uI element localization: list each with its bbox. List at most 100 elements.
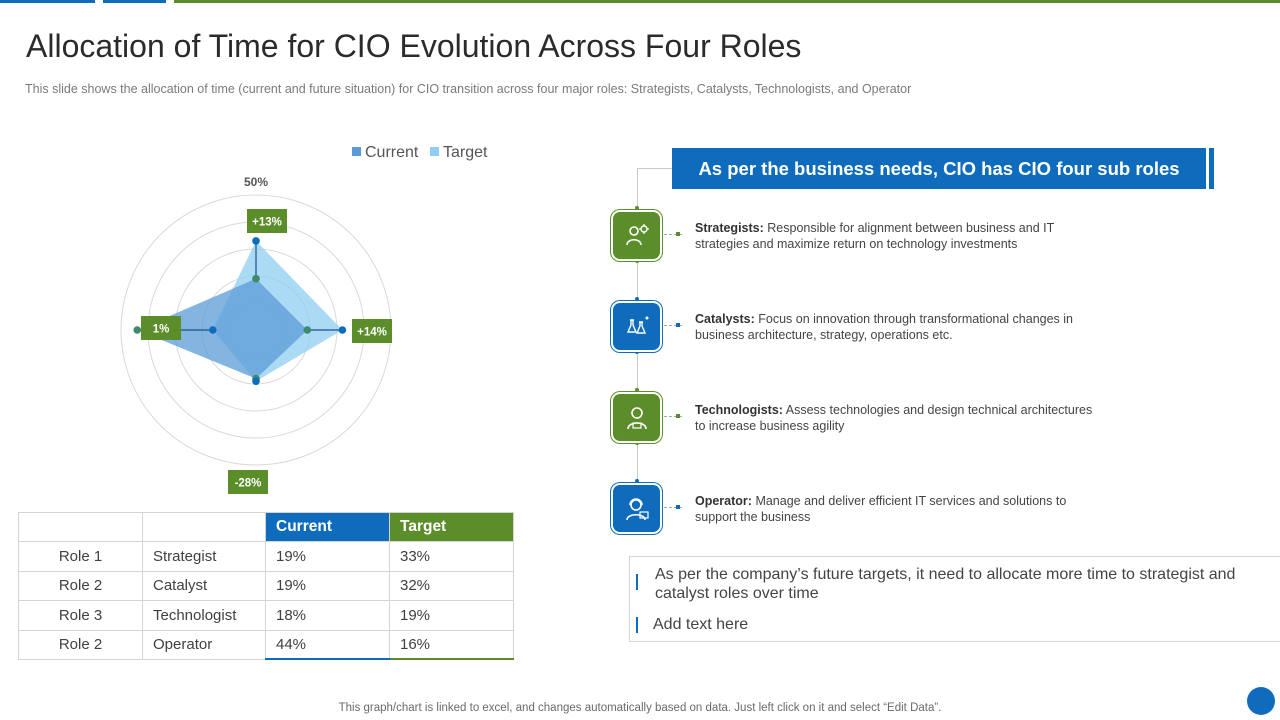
role-technologists: Technologists: Assess technologies and d… (695, 402, 1105, 434)
change-label-3: -28% (228, 470, 268, 494)
strategist-icon (613, 212, 660, 259)
footer-note: This graph/chart is linked to excel, and… (338, 702, 942, 714)
legend-swatch (430, 147, 439, 156)
table-cell-current: 19% (265, 541, 390, 572)
table-cell-role: Role 2 (18, 570, 143, 602)
legend-item-current: Current (352, 144, 419, 161)
table-row: Role 1 Strategist 19% 33% (18, 541, 514, 572)
technologist-icon (613, 394, 660, 441)
top-accent-bar-3 (174, 0, 1280, 3)
radar-chart[interactable]: 50% +13% +14% -28% 1% Current Target (0, 130, 600, 510)
allocation-table: Current Target Role 1 Strategist 19% 33%… (18, 511, 514, 661)
role-catalysts: Catalysts: Focus on innovation through t… (695, 311, 1105, 343)
role-connector (664, 507, 682, 508)
page-title: Allocation of Time for CIO Evolution Acr… (26, 28, 802, 64)
role-description: Responsible for alignment between busine… (695, 221, 1055, 251)
table-cell-name: Operator (142, 629, 266, 660)
catalyst-icon (613, 303, 660, 350)
change-label-box (352, 319, 392, 343)
table-row: Role 2 Catalyst 19% 32% (18, 570, 514, 602)
table-cell-name: Technologist (142, 600, 266, 631)
change-label-box (247, 209, 287, 233)
banner-accent (1209, 148, 1214, 189)
radar-point-target (338, 326, 347, 334)
table-row: Role 3 Technologist 18% 19% (18, 600, 514, 631)
timeline-dot (635, 259, 639, 263)
role-strategists: Strategists: Responsible for alignment b… (695, 220, 1105, 252)
table-cell-name: Catalyst (142, 570, 266, 602)
radar-point-target (252, 377, 260, 386)
radar-series-current (137, 278, 308, 379)
role-connector-dot (676, 232, 680, 236)
operator-icon (613, 485, 660, 532)
role-connector-dot (676, 323, 680, 327)
radar-point-target (252, 237, 260, 245)
timeline-dot (635, 479, 639, 483)
table-cell-role: Role 1 (18, 541, 143, 572)
radar-point-current (303, 326, 312, 334)
legend-label: Current (365, 144, 419, 161)
legend-item-target: Target (430, 144, 488, 161)
note-accent (636, 574, 638, 590)
table-cell-current: 18% (265, 600, 390, 631)
timeline-dot (635, 441, 639, 445)
timeline-dot (635, 297, 639, 301)
radar-point-target (209, 326, 217, 334)
table-row: Role 2 Operator 44% 16% (18, 629, 514, 661)
change-label-text: 1% (153, 324, 170, 336)
table-cell-target: 19% (389, 600, 514, 631)
change-label-1: +13% (247, 209, 287, 233)
table-cell-role: Role 2 (18, 629, 143, 660)
role-title: Catalysts: (695, 312, 755, 326)
role-connector-dot (676, 414, 680, 418)
radar-tick-label: 50% (244, 175, 268, 189)
radar-point-current (252, 274, 260, 283)
table-header-current: Current (265, 511, 390, 543)
roles-banner: As per the business needs, CIO has CIO f… (672, 148, 1206, 189)
role-title: Strategists: (695, 221, 764, 235)
operator-icon-glyph (625, 497, 649, 520)
catalyst-icon-glyph (626, 316, 648, 334)
table-cell-target: 32% (389, 570, 514, 602)
role-operator: Operator: Manage and deliver efficient I… (695, 493, 1105, 525)
legend-label: Target (443, 144, 488, 161)
notes-box (629, 556, 1280, 642)
role-description: Manage and deliver efficient IT services… (695, 494, 1067, 524)
timeline-connector (637, 168, 672, 169)
legend-swatch (352, 147, 361, 156)
table-header-empty-2 (142, 511, 266, 543)
change-label-text: +14% (357, 327, 387, 339)
table-header-empty-1 (18, 511, 143, 543)
table-cell-name: Strategist (142, 541, 266, 572)
timeline-dot (635, 388, 639, 392)
role-connector (664, 325, 682, 326)
change-label-2: +14% (352, 319, 392, 343)
role-description: Focus on innovation through transformati… (695, 312, 1074, 342)
role-connector (664, 234, 682, 235)
note-text[interactable]: As per the company’s future targets, it … (655, 566, 1236, 602)
top-accent-bar-2 (103, 0, 166, 3)
note-accent (636, 617, 638, 633)
timeline-dot (635, 350, 639, 354)
role-connector-dot (676, 505, 680, 509)
role-title: Technologists: (695, 403, 783, 417)
role-description: Assess technologies and design technical… (695, 403, 1093, 433)
table-header-row: Current Target (18, 511, 514, 543)
strategist-icon-glyph (625, 223, 649, 245)
table-cell-current: 19% (265, 570, 390, 602)
change-label-4: 1% (141, 316, 181, 340)
table-cell-target: 33% (389, 541, 514, 572)
page-subtitle: This slide shows the allocation of time … (25, 82, 912, 96)
corner-circle (1247, 687, 1275, 715)
timeline-dot (635, 206, 639, 210)
table-cell-current: 44% (265, 629, 390, 661)
table-cell-target: 16% (389, 629, 514, 661)
change-label-text: -28% (235, 478, 262, 490)
change-label-box (141, 316, 181, 340)
change-label-text: +13% (252, 217, 282, 229)
technologist-icon-glyph (626, 406, 647, 429)
role-connector (664, 416, 682, 417)
top-accent-bar-1 (0, 0, 95, 3)
note-placeholder[interactable]: Add text here (653, 616, 749, 633)
radar-point-current (133, 326, 141, 334)
